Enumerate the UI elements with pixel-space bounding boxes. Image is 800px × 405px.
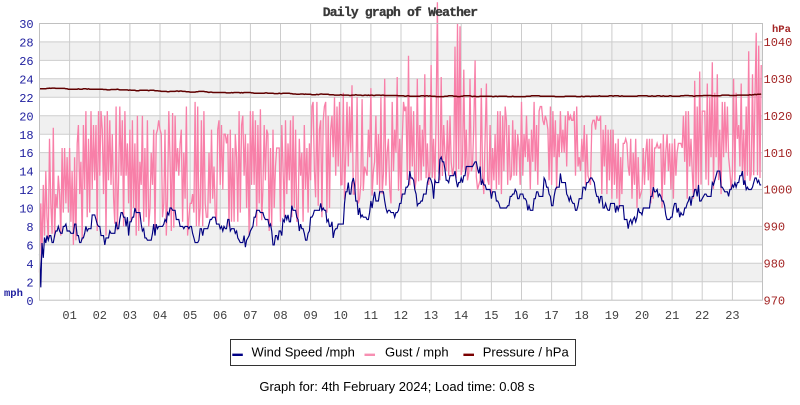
svg-text:26: 26 <box>19 55 33 69</box>
svg-text:980: 980 <box>764 258 786 272</box>
svg-text:Gust / mph: Gust / mph <box>385 344 449 359</box>
svg-text:06: 06 <box>213 309 227 323</box>
svg-text:22: 22 <box>19 92 33 106</box>
svg-text:30: 30 <box>19 18 33 32</box>
svg-text:21: 21 <box>665 309 679 323</box>
svg-text:hPa: hPa <box>772 24 792 36</box>
svg-text:10: 10 <box>334 309 348 323</box>
svg-text:24: 24 <box>19 73 33 87</box>
svg-text:13: 13 <box>424 309 438 323</box>
svg-text:10: 10 <box>19 203 33 217</box>
svg-text:20: 20 <box>635 309 649 323</box>
svg-text:11: 11 <box>364 309 378 323</box>
svg-text:mph: mph <box>4 288 23 300</box>
svg-text:970: 970 <box>764 294 786 308</box>
svg-text:Graph for: 4th February 2024;: Graph for: 4th February 2024; Load time:… <box>259 379 535 394</box>
svg-text:4: 4 <box>26 258 33 272</box>
svg-text:1020: 1020 <box>764 110 793 124</box>
svg-text:15: 15 <box>484 309 498 323</box>
svg-text:02: 02 <box>93 309 107 323</box>
svg-text:16: 16 <box>514 309 528 323</box>
svg-text:0: 0 <box>26 295 33 309</box>
svg-text:1030: 1030 <box>764 73 793 87</box>
svg-text:28: 28 <box>19 37 33 51</box>
svg-text:1000: 1000 <box>764 184 793 198</box>
svg-text:Pressure / hPa: Pressure / hPa <box>483 344 570 359</box>
svg-text:1010: 1010 <box>764 147 793 161</box>
svg-text:1040: 1040 <box>764 36 793 50</box>
svg-text:08: 08 <box>273 309 287 323</box>
svg-text:18: 18 <box>575 309 589 323</box>
svg-text:12: 12 <box>19 184 33 198</box>
svg-text:16: 16 <box>19 147 33 161</box>
svg-text:01: 01 <box>62 309 76 323</box>
svg-text:18: 18 <box>19 129 33 143</box>
svg-text:05: 05 <box>183 309 197 323</box>
svg-text:17: 17 <box>544 309 558 323</box>
svg-text:19: 19 <box>605 309 619 323</box>
svg-text:14: 14 <box>454 309 468 323</box>
svg-text:8: 8 <box>26 221 33 235</box>
svg-text:09: 09 <box>303 309 317 323</box>
svg-text:03: 03 <box>123 309 137 323</box>
svg-text:2: 2 <box>26 276 33 290</box>
svg-text:22: 22 <box>695 309 709 323</box>
svg-text:20: 20 <box>19 110 33 124</box>
svg-text:23: 23 <box>725 309 739 323</box>
svg-text:04: 04 <box>153 309 167 323</box>
svg-text:14: 14 <box>19 166 33 180</box>
svg-text:6: 6 <box>26 240 33 254</box>
svg-text:Wind Speed /mph: Wind Speed /mph <box>252 344 355 359</box>
svg-text:Daily graph of Weather: Daily graph of Weather <box>323 5 477 20</box>
svg-text:990: 990 <box>764 221 786 235</box>
svg-text:07: 07 <box>243 309 257 323</box>
svg-text:12: 12 <box>394 309 408 323</box>
